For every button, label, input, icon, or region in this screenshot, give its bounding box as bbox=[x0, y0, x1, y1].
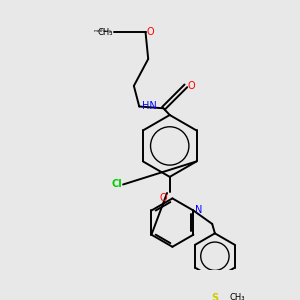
Text: CH₃: CH₃ bbox=[230, 293, 245, 300]
Text: S: S bbox=[211, 292, 218, 300]
Text: methoxy: methoxy bbox=[93, 29, 111, 33]
Text: Cl: Cl bbox=[111, 179, 122, 190]
Text: CH₃: CH₃ bbox=[97, 28, 113, 37]
Text: O: O bbox=[187, 81, 195, 91]
Text: N: N bbox=[195, 206, 202, 215]
Text: O: O bbox=[147, 27, 154, 37]
Text: O: O bbox=[159, 193, 167, 203]
Text: HN: HN bbox=[142, 101, 157, 112]
